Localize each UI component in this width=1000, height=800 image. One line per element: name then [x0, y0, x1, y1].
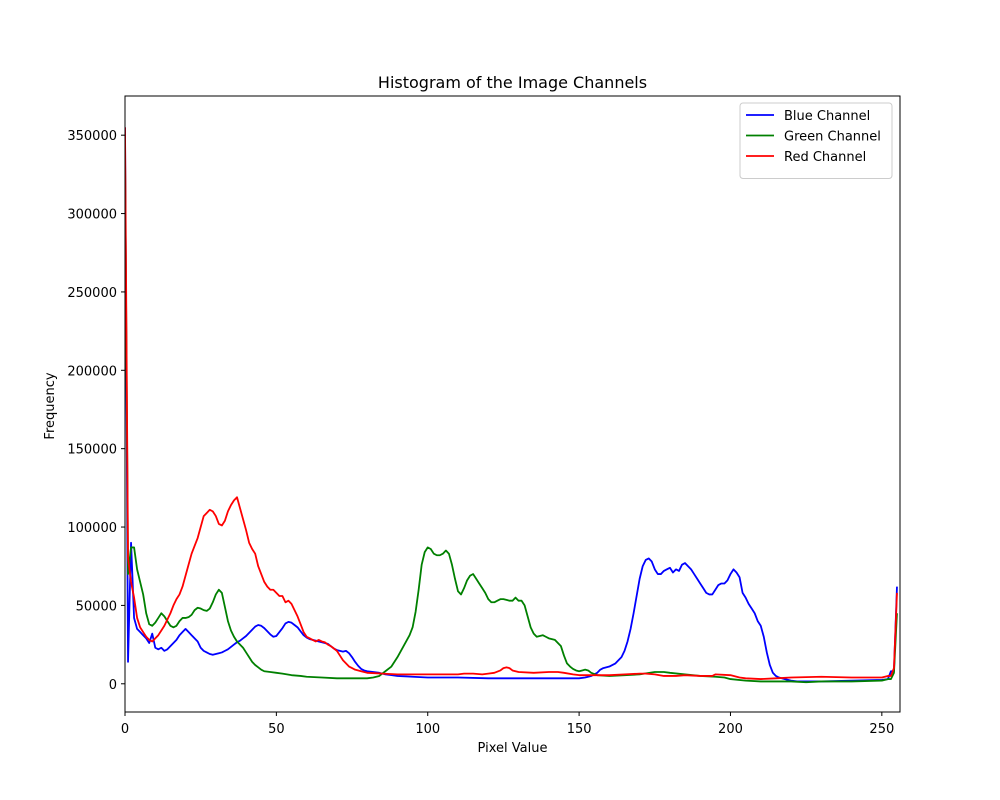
chart-title: Histogram of the Image Channels — [378, 73, 647, 92]
x-tick-label: 250 — [869, 722, 894, 737]
y-tick-label: 350000 — [67, 129, 117, 144]
y-tick-label: 100000 — [67, 521, 117, 536]
series-line-green-channel — [125, 150, 898, 684]
axes-layer: 0 50 100 150 200 250 0 50000 100000 150000 200000 2… — [67, 95, 901, 737]
x-axis-label: Pixel Value — [478, 741, 548, 756]
series-layer — [125, 127, 898, 684]
axes-frame — [124, 95, 901, 713]
x-tick-label: 100 — [415, 722, 440, 737]
y-tick-label: 250000 — [67, 286, 117, 301]
x-tick-label: 150 — [567, 722, 592, 737]
y-tick-label: 50000 — [76, 599, 117, 614]
y-tick-label: 150000 — [67, 443, 117, 458]
x-tick-label: 200 — [718, 722, 743, 737]
legend-label: Green Channel — [784, 130, 881, 145]
x-tick-label: 0 — [121, 722, 129, 737]
legend-box — [739, 102, 893, 179]
y-tick-label: 0 — [109, 678, 117, 693]
y-tick-label: 200000 — [67, 364, 117, 379]
y-axis-label: Frequency — [43, 372, 58, 439]
y-tick-label: 300000 — [67, 208, 117, 223]
legend-label: Blue Channel — [784, 109, 870, 124]
x-tick-label: 50 — [268, 722, 285, 737]
legend-label: Red Channel — [784, 150, 866, 165]
legend: Blue Channel Green Channel Red Channel — [739, 102, 893, 179]
series-line-red-channel — [125, 127, 898, 680]
